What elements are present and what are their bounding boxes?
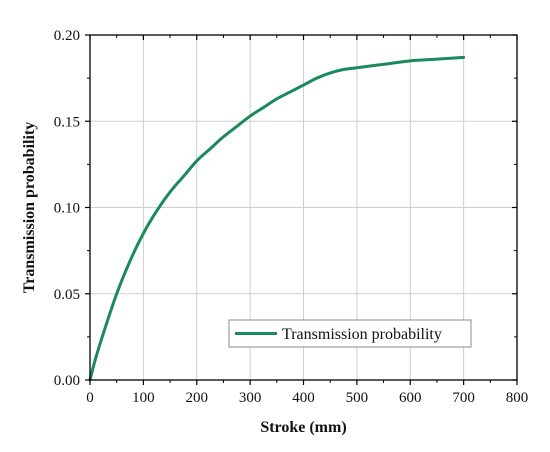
x-tick-label: 500 xyxy=(346,390,369,406)
legend-label: Transmission probability xyxy=(282,326,442,343)
y-tick-label: 0.05 xyxy=(54,287,80,303)
legend: Transmission probability xyxy=(228,319,472,348)
x-tick-label: 400 xyxy=(292,390,315,406)
tick-labels: 0 100 200 300 400 500 600 700 800 0.00 0.05 0.10 0.1… xyxy=(54,28,529,406)
y-tick-label: 0.00 xyxy=(54,373,80,389)
series-line xyxy=(88,55,466,382)
x-tick-label: 200 xyxy=(186,390,209,406)
grid xyxy=(90,35,517,380)
x-tick-label: 300 xyxy=(239,390,262,406)
x-tick-label: 100 xyxy=(132,390,155,406)
x-axis-title: Stroke (mm) xyxy=(260,419,346,436)
y-tick-label: 0.10 xyxy=(54,201,80,217)
x-tick-label: 0 xyxy=(86,390,94,406)
x-tick-label: 800 xyxy=(506,390,529,406)
y-tick-label: 0.20 xyxy=(54,28,80,44)
x-tick-label: 600 xyxy=(399,390,422,406)
series-layer xyxy=(88,55,466,382)
x-tick-label: 700 xyxy=(452,390,475,406)
y-tick-label: 0.15 xyxy=(54,114,80,130)
y-axis-title: Transmission probability xyxy=(21,122,38,293)
ticks xyxy=(85,34,518,385)
